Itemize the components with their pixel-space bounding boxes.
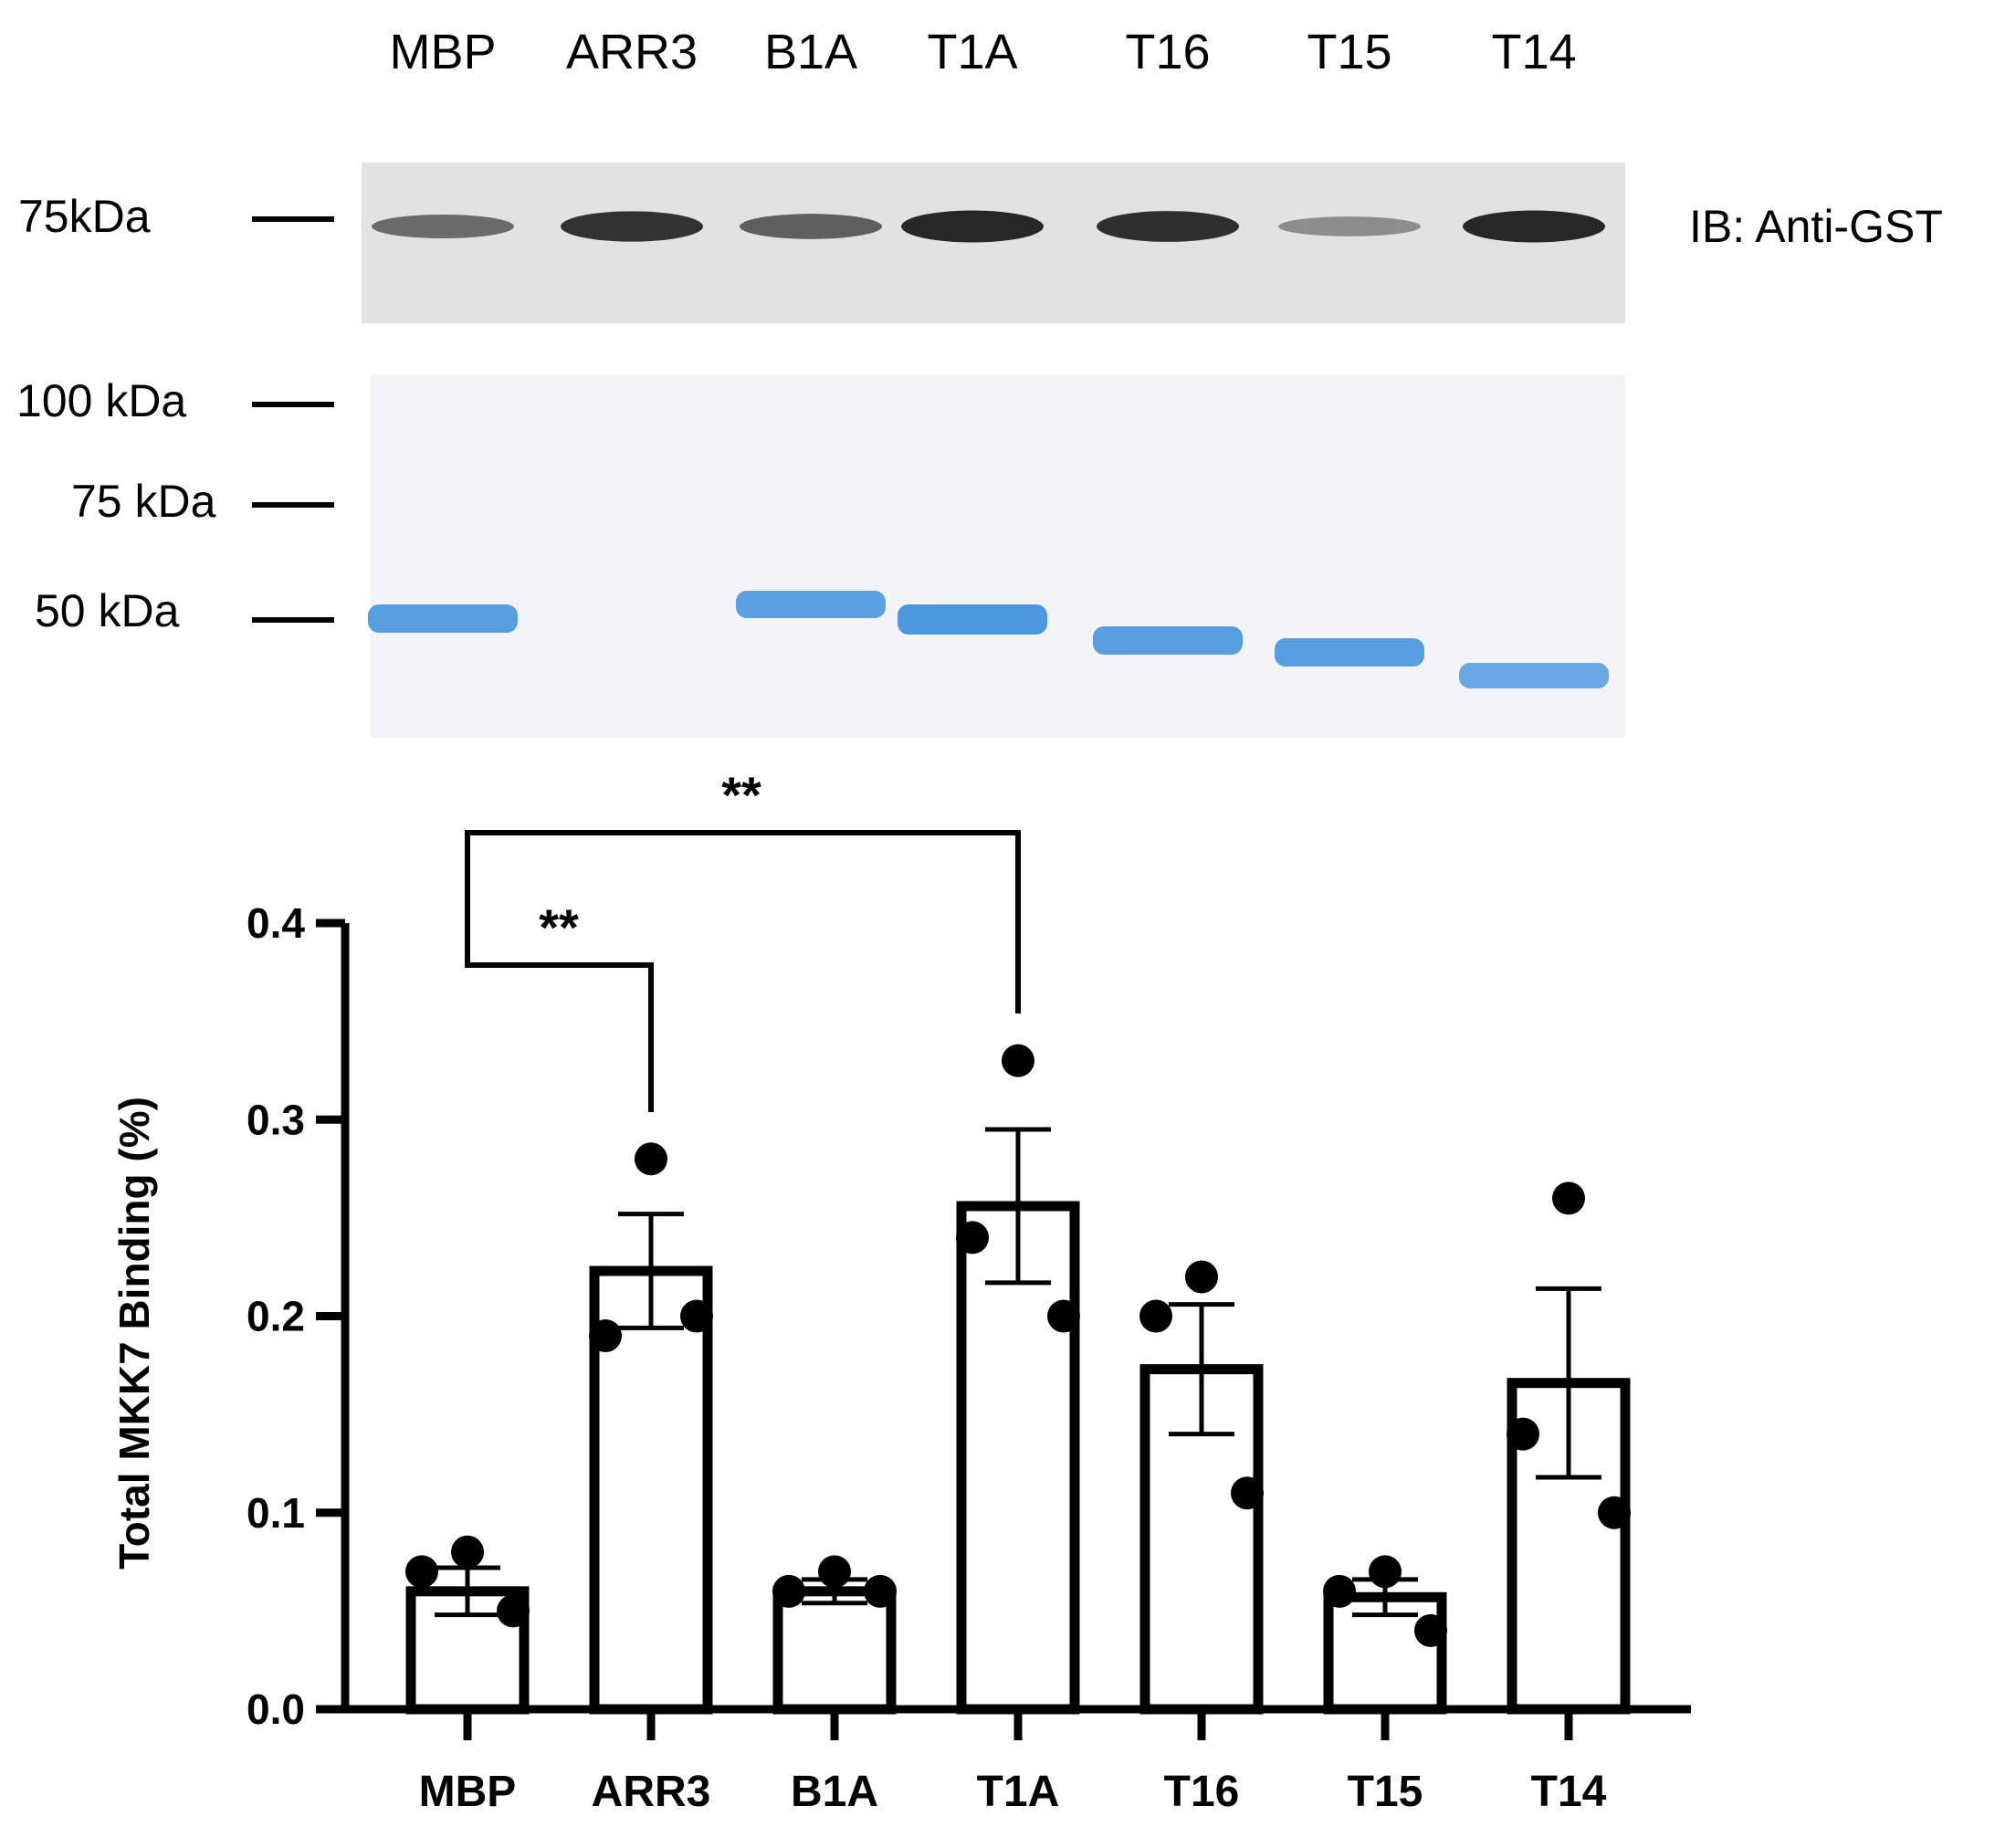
blot-band: [561, 211, 703, 242]
gel-band: [368, 604, 518, 633]
x-tick-label: B1A: [791, 1768, 878, 1816]
y-tick-label: 0.1: [247, 1489, 305, 1537]
gel-band: [736, 591, 886, 618]
x-tick-label: T16: [1164, 1768, 1240, 1816]
lane-label: MBP: [389, 25, 496, 79]
gel-background: [371, 374, 1625, 738]
lane-label: ARR3: [566, 25, 698, 79]
data-point: [635, 1142, 667, 1176]
data-point: [1323, 1574, 1356, 1608]
bars: [405, 1201, 1631, 1715]
significance-brackets: ** **: [465, 766, 1021, 1112]
significance-bracket: [465, 830, 1021, 1013]
coomassie-gel-panel: 100 kDa 75 kDa 50 kDa: [16, 374, 1625, 738]
data-point: [1139, 1299, 1172, 1333]
y-tick-label: 0.4: [247, 899, 305, 947]
data-point: [589, 1319, 622, 1353]
gel-band: [1459, 663, 1609, 688]
data-point: [1002, 1044, 1034, 1077]
blot-band: [1463, 210, 1605, 243]
data-point: [680, 1299, 713, 1333]
y-axis-label: Total MKK7 Binding (%): [110, 1097, 158, 1570]
gel-bands: [368, 591, 1609, 688]
gel-marker-label-75: 75 kDa: [71, 476, 216, 527]
data-point: [864, 1574, 897, 1608]
data-point: [956, 1221, 989, 1255]
lane-label: T14: [1491, 25, 1576, 79]
bar: [772, 1586, 897, 1715]
bar: [589, 1265, 713, 1715]
blot-band: [901, 210, 1044, 243]
x-tick-label: T15: [1348, 1768, 1423, 1816]
blot-marker-label: 75kDa: [18, 191, 151, 242]
x-tick-label: T14: [1531, 1768, 1607, 1816]
gel-marker-label-50: 50 kDa: [35, 585, 180, 636]
data-point: [772, 1574, 805, 1608]
significance-bracket: [465, 922, 654, 1112]
significance-label: **: [539, 898, 579, 956]
y-axis: 0.0 0.1 0.2 0.3 0.4: [247, 899, 350, 1733]
y-tick-label: 0.0: [247, 1685, 305, 1733]
data-point: [1414, 1613, 1447, 1647]
gel-marker-label-100: 100 kDa: [16, 375, 186, 426]
lane-label: T1A: [927, 25, 1017, 79]
bar: [956, 1201, 1080, 1715]
blot-bands: [372, 210, 1605, 243]
significance-label: **: [721, 766, 761, 824]
data-point: [1507, 1417, 1539, 1451]
data-point: [451, 1535, 484, 1569]
blot-band: [1278, 216, 1421, 236]
lane-label: B1A: [764, 25, 857, 79]
x-axis: MBP ARR3 B1A T1A T16 T15 T14: [341, 1705, 1691, 1816]
data-point: [497, 1594, 530, 1628]
gel-band: [1093, 626, 1243, 655]
data-point: [405, 1555, 438, 1589]
lane-labels: MBP ARR3 B1A T1A T16 T15 T14: [389, 25, 1576, 79]
gel-band: [898, 604, 1047, 635]
x-tick-label: MBP: [419, 1768, 517, 1816]
blot-membrane: [362, 163, 1625, 323]
data-point: [818, 1555, 851, 1589]
y-tick-label: 0.2: [247, 1293, 305, 1340]
data-point: [1552, 1181, 1585, 1215]
bar: [1139, 1364, 1264, 1715]
data-points: [405, 1044, 1631, 1647]
data-point: [1047, 1299, 1080, 1333]
data-point: [1231, 1476, 1264, 1510]
data-point: [1369, 1555, 1402, 1589]
data-point: [1598, 1496, 1631, 1529]
antibody-label: IB: Anti-GST: [1689, 201, 1943, 252]
blot-band: [740, 214, 882, 239]
bar-chart: 0.0 0.1 0.2 0.3 0.4 MBP ARR3 B1A T1A T16 T15 T14 *…: [110, 766, 1691, 1816]
data-point: [1185, 1260, 1218, 1294]
lane-label: T15: [1307, 25, 1391, 79]
gel-band: [1275, 638, 1424, 667]
lane-label: T16: [1125, 25, 1210, 79]
x-tick-label: T1A: [977, 1768, 1060, 1816]
error-bars: [435, 1127, 1601, 1618]
blot-band: [372, 214, 514, 239]
blot-band: [1097, 211, 1239, 242]
x-tick-label: ARR3: [592, 1768, 711, 1816]
y-tick-label: 0.3: [247, 1096, 305, 1143]
western-blot-panel: 75kDa IB: Anti-GST: [18, 163, 1943, 323]
